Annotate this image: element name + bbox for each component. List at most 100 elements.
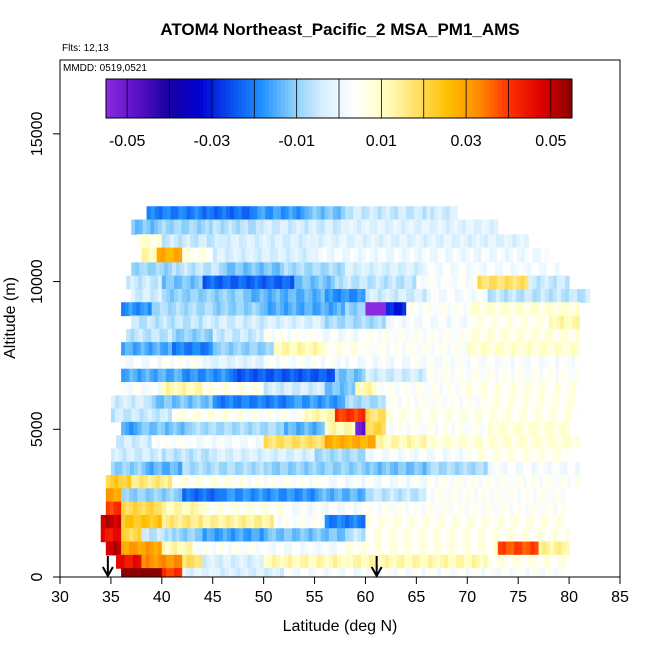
heatmap-cell <box>138 275 143 290</box>
heatmap-cell <box>284 315 289 330</box>
heatmap-cell <box>431 234 437 249</box>
heatmap-cell <box>537 488 542 503</box>
heatmap-cell <box>525 514 530 529</box>
heatmap-cell <box>469 514 474 529</box>
heatmap-cell <box>442 355 448 370</box>
heatmap-cell <box>479 234 485 249</box>
heatmap-cell <box>491 421 497 436</box>
heatmap-cell <box>475 342 480 357</box>
heatmap-cell <box>495 342 500 357</box>
heatmap-cell <box>212 448 218 463</box>
heatmap-cell <box>389 501 394 516</box>
heatmap-cell <box>503 461 509 476</box>
heatmap-cell <box>506 262 512 277</box>
heatmap-cell <box>547 435 552 450</box>
heatmap-cell <box>255 541 261 556</box>
heatmap-cell <box>391 234 396 249</box>
heatmap-cell <box>251 475 257 489</box>
heatmap-cell <box>341 568 346 577</box>
heatmap-cell <box>552 421 558 436</box>
heatmap-cell <box>194 461 200 476</box>
heatmap-cell <box>296 421 301 436</box>
heatmap-cell <box>524 448 529 463</box>
heatmap-cell <box>495 302 500 317</box>
heatmap-cell <box>342 408 347 423</box>
heatmap-cell <box>450 315 456 330</box>
heatmap-cell <box>137 568 143 577</box>
heatmap-cell <box>450 408 455 423</box>
heatmap-cell <box>126 275 131 290</box>
heatmap-cell <box>549 501 554 516</box>
heatmap-cell <box>202 554 208 569</box>
colorbar-swatch <box>529 79 534 118</box>
heatmap-cell <box>186 315 192 330</box>
heatmap-cell <box>426 328 432 343</box>
heatmap-cell <box>296 219 301 235</box>
heatmap-cell <box>350 247 355 263</box>
heatmap-cell <box>309 342 314 357</box>
colorbar-swatch <box>183 79 189 118</box>
heatmap-cell <box>353 514 358 529</box>
heatmap-cell <box>489 514 494 529</box>
heatmap-cell <box>523 382 528 396</box>
heatmap-cell <box>336 461 342 476</box>
heatmap-cell <box>286 488 292 503</box>
heatmap-cell <box>553 568 558 577</box>
heatmap-cell <box>167 435 173 450</box>
heatmap-cell <box>529 568 534 577</box>
heatmap-cell <box>470 355 476 370</box>
heatmap-cell <box>410 461 415 476</box>
heatmap-cell <box>336 355 342 370</box>
heatmap-cell <box>139 475 145 489</box>
heatmap-cell <box>312 342 318 357</box>
heatmap-cell <box>469 501 474 516</box>
heatmap-cell <box>438 355 444 370</box>
heatmap-cell <box>369 342 375 357</box>
heatmap-cell <box>134 328 140 343</box>
heatmap-cell <box>251 328 257 343</box>
heatmap-cell <box>346 247 351 263</box>
heatmap-cell <box>121 514 126 529</box>
heatmap-cell <box>214 355 220 370</box>
heatmap-cell <box>262 275 267 290</box>
heatmap-cell <box>332 461 338 476</box>
heatmap-cell <box>373 315 379 330</box>
heatmap-cell <box>174 368 179 383</box>
heatmap-cell <box>347 421 353 436</box>
heatmap-cell <box>194 528 200 543</box>
heatmap-cell <box>498 355 504 370</box>
heatmap-cell <box>441 247 447 263</box>
heatmap-cell <box>214 234 220 249</box>
heatmap-cell <box>446 408 451 423</box>
colorbar-swatch <box>428 79 433 118</box>
heatmap-cell <box>310 488 316 503</box>
heatmap-cell <box>229 368 234 383</box>
heatmap-cell <box>318 328 323 343</box>
heatmap-cell <box>157 568 163 577</box>
heatmap-cell <box>109 501 115 516</box>
heatmap-cell <box>455 302 460 317</box>
heatmap-cell <box>541 514 546 529</box>
heatmap-cell <box>324 262 330 277</box>
heatmap-cell <box>498 435 504 450</box>
heatmap-cell <box>141 247 146 263</box>
heatmap-cell <box>188 328 193 343</box>
heatmap-cell <box>312 421 318 436</box>
heatmap-cell <box>381 501 387 516</box>
heatmap-cell <box>527 368 532 383</box>
heatmap-cell <box>571 395 576 410</box>
heatmap-cell <box>414 342 419 357</box>
heatmap-cell <box>209 368 215 383</box>
heatmap-cell <box>463 448 468 463</box>
heatmap-cell <box>200 328 206 343</box>
heatmap-cell <box>389 219 394 235</box>
heatmap-cell <box>515 461 521 476</box>
heatmap-cell <box>237 448 242 463</box>
heatmap-cell <box>365 528 371 543</box>
heatmap-cell <box>363 382 369 396</box>
heatmap-cell <box>398 475 403 489</box>
colorbar-swatch <box>451 79 456 118</box>
heatmap-cell <box>575 461 580 476</box>
heatmap-cell <box>238 234 244 249</box>
heatmap-cell <box>531 475 536 489</box>
